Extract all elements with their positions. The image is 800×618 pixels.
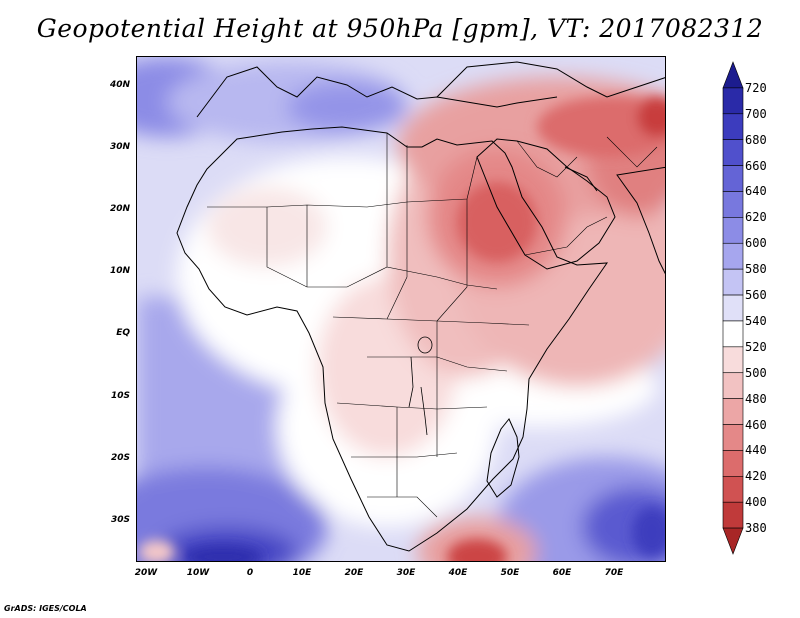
colorbar-cell bbox=[722, 217, 744, 244]
colorbar-cell bbox=[722, 61, 744, 89]
colorbar-cell bbox=[722, 294, 744, 322]
colorbar-label: 620 bbox=[745, 210, 767, 225]
colorbar-cell bbox=[722, 165, 744, 192]
colorbar-label: 700 bbox=[745, 106, 767, 121]
lon-label-30e: 30E bbox=[396, 568, 416, 578]
colorbar-cell bbox=[722, 398, 744, 425]
lat-label-30n: 30N bbox=[109, 142, 130, 152]
lakes bbox=[408, 336, 433, 436]
colorbar-cell bbox=[722, 87, 744, 115]
colorbar-label: 600 bbox=[745, 236, 767, 251]
colorbar-cell bbox=[722, 450, 744, 477]
colorbar-cell bbox=[722, 268, 744, 296]
colorbar-label: 420 bbox=[745, 469, 767, 484]
lat-label-10n: 10N bbox=[109, 266, 130, 276]
lat-label-10s: 10S bbox=[110, 391, 130, 401]
lon-label-10e: 10E bbox=[292, 568, 312, 578]
colorbar-cell bbox=[722, 113, 744, 140]
plot-title: Geopotential Height at 950hPa [gpm], VT:… bbox=[36, 14, 764, 43]
colorbar-cell bbox=[722, 372, 744, 399]
colorbar-label: 720 bbox=[745, 80, 767, 95]
colorbar-cell bbox=[722, 527, 744, 555]
lon-label-10w: 10W bbox=[186, 568, 210, 578]
colorbar-cell bbox=[722, 139, 744, 166]
lat-label-20n: 20N bbox=[109, 204, 130, 214]
map-svg bbox=[137, 57, 665, 561]
lat-label-40n: 40N bbox=[109, 80, 130, 90]
colorbar-label: 640 bbox=[745, 184, 767, 199]
colorbar-cell bbox=[722, 346, 744, 374]
colorbar bbox=[722, 61, 744, 555]
colorbar-label: 520 bbox=[745, 339, 767, 354]
lon-label-20w: 20W bbox=[134, 568, 158, 578]
colorbar-label: 660 bbox=[745, 158, 767, 173]
coastlines bbox=[176, 61, 665, 552]
lat-label-30s: 30S bbox=[110, 515, 130, 525]
colorbar-label: 680 bbox=[745, 132, 767, 147]
lon-label-20e: 20E bbox=[344, 568, 364, 578]
grads-credit: GrADS: IGES/COLA bbox=[4, 604, 87, 613]
colorbar-label: 380 bbox=[745, 521, 767, 536]
lat-label-20s: 20S bbox=[110, 453, 130, 463]
colorbar-label: 560 bbox=[745, 288, 767, 303]
lon-label-0: 0 bbox=[246, 568, 254, 578]
colorbar-cell bbox=[722, 501, 744, 529]
lon-label-70e: 70E bbox=[604, 568, 624, 578]
colorbar-cell bbox=[722, 191, 744, 218]
colorbar-label: 400 bbox=[745, 495, 767, 510]
lon-label-60e: 60E bbox=[552, 568, 572, 578]
lon-label-50e: 50E bbox=[500, 568, 520, 578]
colorbar-label: 500 bbox=[745, 365, 767, 380]
lat-label-eq: EQ bbox=[116, 328, 130, 338]
colorbar-cell bbox=[722, 476, 744, 503]
colorbar-label: 540 bbox=[745, 313, 767, 328]
map-panel bbox=[136, 56, 666, 562]
country-borders bbox=[207, 133, 658, 518]
lon-label-40e: 40E bbox=[448, 568, 468, 578]
colorbar-label: 480 bbox=[745, 391, 767, 406]
colorbar-label: 460 bbox=[745, 417, 767, 432]
colorbar-cell bbox=[722, 424, 744, 451]
colorbar-cell bbox=[722, 242, 744, 270]
colorbar-cell bbox=[722, 320, 744, 348]
colorbar-label: 440 bbox=[745, 443, 767, 458]
colorbar-label: 580 bbox=[745, 262, 767, 277]
